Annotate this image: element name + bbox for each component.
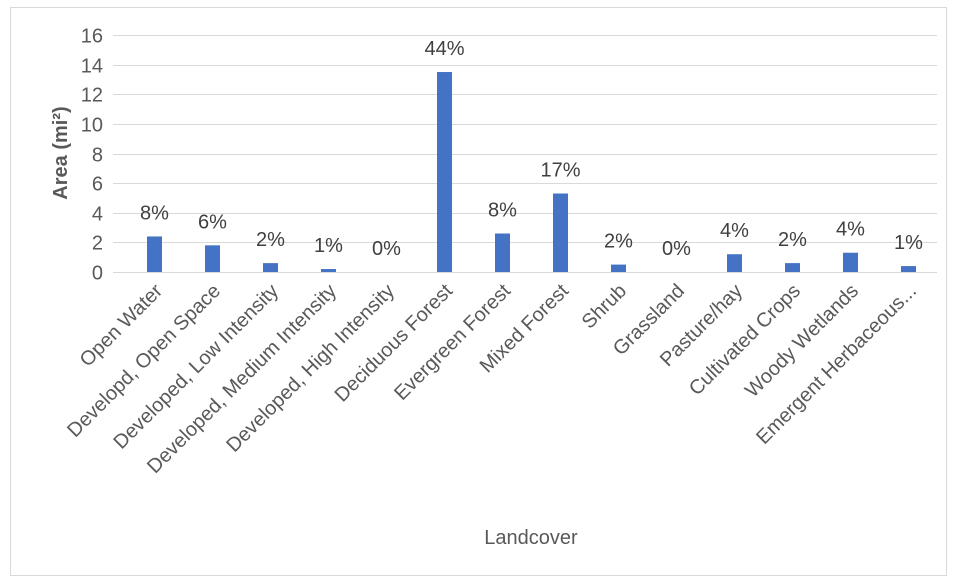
data-label: 0%: [372, 238, 401, 260]
bar: [263, 263, 278, 272]
data-label: 8%: [488, 199, 517, 221]
data-label: 4%: [836, 219, 865, 241]
y-tick-label: 4: [92, 204, 103, 226]
data-label: 2%: [778, 229, 807, 251]
bar: [437, 72, 452, 272]
data-label: 1%: [314, 235, 343, 257]
y-tick-label: 10: [81, 115, 103, 137]
data-label: 1%: [894, 232, 923, 254]
bars: [147, 72, 916, 272]
chart-border: [10, 7, 947, 576]
bar: [901, 266, 916, 272]
data-label: 0%: [662, 238, 691, 260]
data-label: 17%: [540, 159, 580, 181]
y-tick-label: 12: [81, 85, 103, 107]
data-label: 8%: [140, 202, 169, 224]
y-axis-title: Area (mi²): [50, 106, 72, 199]
y-tick-label: 0: [92, 263, 103, 285]
bar: [495, 233, 510, 272]
gridlines: [113, 35, 937, 273]
bar: [321, 269, 336, 272]
data-label: 2%: [604, 231, 633, 253]
data-label: 2%: [256, 229, 285, 251]
y-tick-label: 16: [81, 26, 103, 48]
data-label: 44%: [424, 38, 464, 60]
data-labels: 8% 6% 2% 1% 0% 44% 8% 17% 2% 0% 4% 2% 4% 1%: [140, 38, 923, 260]
bar: [843, 252, 858, 272]
bar: [785, 263, 800, 272]
bar: [611, 264, 626, 272]
data-label: 4%: [720, 220, 749, 242]
bar: [553, 193, 568, 272]
bar: [205, 245, 220, 272]
y-tick-label: 6: [92, 174, 103, 196]
x-axis-title: Landcover: [484, 527, 578, 549]
y-tick-label: 8: [92, 145, 103, 167]
y-tick-label: 2: [92, 233, 103, 255]
bar: [727, 254, 742, 272]
data-label: 6%: [198, 211, 227, 233]
y-tick-labels: 0 2 4 6 8 10 12 14 16: [81, 26, 103, 285]
y-tick-label: 14: [81, 56, 103, 78]
bar: [147, 236, 162, 272]
